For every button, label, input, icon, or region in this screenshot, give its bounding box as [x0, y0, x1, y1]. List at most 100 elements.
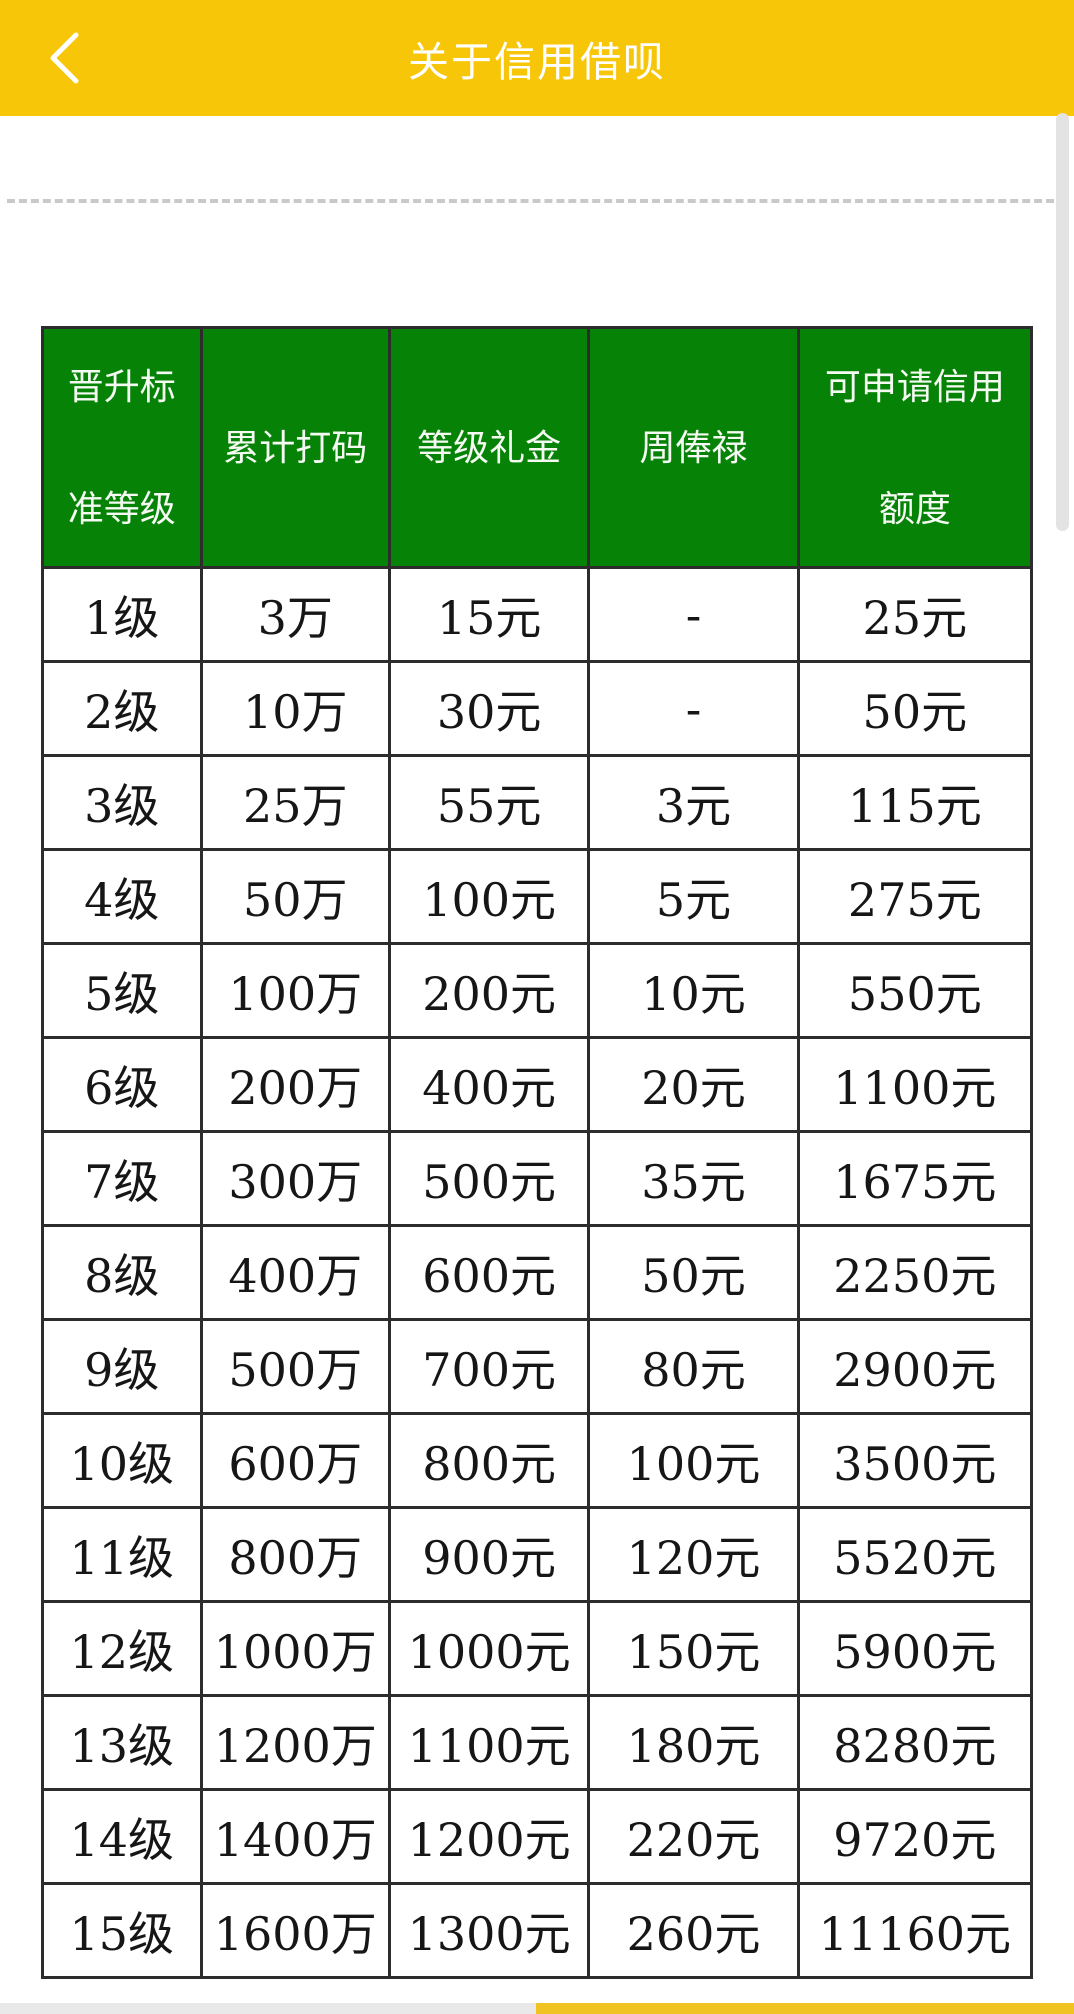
header-text: 周俸禄 [639, 426, 748, 468]
table-cell: 20元 [587, 1036, 800, 1133]
scrollbar-thumb[interactable] [1056, 113, 1069, 531]
table-cell: 700元 [387, 1318, 591, 1415]
table-cell: 11级 [41, 1506, 203, 1603]
table-cell: 5520元 [796, 1506, 1034, 1603]
table-cell: 1200元 [387, 1788, 591, 1885]
table-cell: 2250元 [796, 1224, 1034, 1321]
table-cell: 2900元 [796, 1318, 1034, 1415]
table-cell: 6级 [41, 1036, 203, 1133]
table-cell: 2级 [41, 660, 203, 757]
table-cell: 400元 [387, 1036, 591, 1133]
table-cell: 260元 [587, 1882, 800, 1979]
table-cell: 550元 [796, 942, 1034, 1039]
table-cell: 150元 [587, 1600, 800, 1697]
table-cell: 600万 [199, 1412, 391, 1509]
header-text: 等级礼金 [417, 426, 562, 468]
table-row: 9级 500万 700元 80元 2900元 [41, 1318, 1034, 1415]
table-cell: 100元 [587, 1412, 800, 1509]
table-cell: 35元 [587, 1130, 800, 1227]
table-cell: 800万 [199, 1506, 391, 1603]
table-cell: 15级 [41, 1882, 203, 1979]
table-cell: 50万 [199, 848, 391, 945]
table-cell: 7级 [41, 1130, 203, 1227]
table-row: 5级 100万 200元 10元 550元 [41, 942, 1034, 1039]
table-row: 6级 200万 400元 20元 1100元 [41, 1036, 1034, 1133]
table-cell: 120元 [587, 1506, 800, 1603]
table-cell: 1600万 [199, 1882, 391, 1979]
back-button[interactable] [44, 0, 114, 116]
table-row: 3级 25万 55元 3元 115元 [41, 754, 1034, 851]
table-cell: 500元 [387, 1130, 591, 1227]
table-cell: 1000万 [199, 1600, 391, 1697]
table-cell: 1675元 [796, 1130, 1034, 1227]
table-cell: 5级 [41, 942, 203, 1039]
header-text: 额度 [878, 487, 951, 529]
header-text: 累计打码 [223, 426, 368, 468]
table-cell: 14级 [41, 1788, 203, 1885]
table-row: 1级 3万 15元 -25元 [41, 566, 1034, 663]
table-cell: 600元 [387, 1224, 591, 1321]
table-cell: 100元 [387, 848, 591, 945]
table-row: 4级 50万 100元 5元 275元 [41, 848, 1034, 945]
table-cell: 1级 [41, 566, 203, 663]
table-cell: 50元 [587, 1224, 800, 1321]
table-cell: 300万 [199, 1130, 391, 1227]
table-cell: 15元 [387, 566, 591, 663]
table-cell: 100万 [199, 942, 391, 1039]
header-text: 晋升标 [67, 366, 176, 408]
table-cell: 275元 [796, 848, 1034, 945]
table-cell: 5900元 [796, 1600, 1034, 1697]
table-cell: 200万 [199, 1036, 391, 1133]
table-cell: 30元 [387, 660, 591, 757]
table-cell: 200元 [387, 942, 591, 1039]
table-cell: 3级 [41, 754, 203, 851]
table-cell: 10级 [41, 1412, 203, 1509]
table-row: 2级 10万 30元 -50元 [41, 660, 1034, 757]
table-cell: 13级 [41, 1694, 203, 1791]
table-cell: 4级 [41, 848, 203, 945]
header-cell-credit-limit: 可申请信用 额度 [796, 326, 1034, 569]
table-row: 11级 800万 900元 120元 5520元 [41, 1506, 1034, 1603]
table-cell: 12级 [41, 1600, 203, 1697]
table-cell: - [587, 566, 800, 663]
table-cell: 1200万 [199, 1694, 391, 1791]
table-cell: - [587, 660, 800, 757]
table-cell: 1100元 [387, 1694, 591, 1791]
table-cell: 25万 [199, 754, 391, 851]
table-row: 10级 600万 800元 100元 3500元 [41, 1412, 1034, 1509]
table-cell: 10元 [587, 942, 800, 1039]
table-row: 12级 1000万 1000元 150元 5900元 [41, 1600, 1034, 1697]
app-bar: 关于信用借呗 [0, 0, 1074, 116]
header-cell-promotion-level: 晋升标 准等级 [41, 326, 203, 569]
table-cell: 1300元 [387, 1882, 591, 1979]
table-row: 15级 1600万 1300元 260元 11160元 [41, 1882, 1034, 1979]
table-cell: 800元 [387, 1412, 591, 1509]
table-cell: 180元 [587, 1694, 800, 1791]
table-cell: 500万 [199, 1318, 391, 1415]
table-header-row: 晋升标 准等级 累计打码 等级礼金 周俸禄 可申请信用 额度 [41, 326, 1034, 569]
content-divider-dashed [7, 199, 1066, 203]
page-title: 关于信用借呗 [408, 39, 666, 85]
table-cell: 10万 [199, 660, 391, 757]
table-cell: 11160元 [796, 1882, 1034, 1979]
table-cell: 1400万 [199, 1788, 391, 1885]
table-cell: 55元 [387, 754, 591, 851]
table-cell: 220元 [587, 1788, 800, 1885]
table-cell: 9720元 [796, 1788, 1034, 1885]
table-cell: 50元 [796, 660, 1034, 757]
table-cell: 8级 [41, 1224, 203, 1321]
header-text: 准等级 [67, 487, 176, 529]
levels-table: 晋升标 准等级 累计打码 等级礼金 周俸禄 可申请信用 额度 [41, 326, 1034, 1979]
bottom-strip-yellow [536, 2003, 1074, 2014]
table-cell: 400万 [199, 1224, 391, 1321]
bottom-strip [0, 2003, 1074, 2014]
table-cell: 8280元 [796, 1694, 1034, 1791]
table-row: 8级 400万 600元 50元 2250元 [41, 1224, 1034, 1321]
header-cell-cumulative-wager: 累计打码 [199, 326, 391, 569]
table-cell: 3500元 [796, 1412, 1034, 1509]
bottom-strip-gray [0, 2003, 536, 2014]
table-cell: 3元 [587, 754, 800, 851]
table-cell: 115元 [796, 754, 1034, 851]
table-cell: 5元 [587, 848, 800, 945]
header-cell-weekly-salary: 周俸禄 [587, 326, 800, 569]
